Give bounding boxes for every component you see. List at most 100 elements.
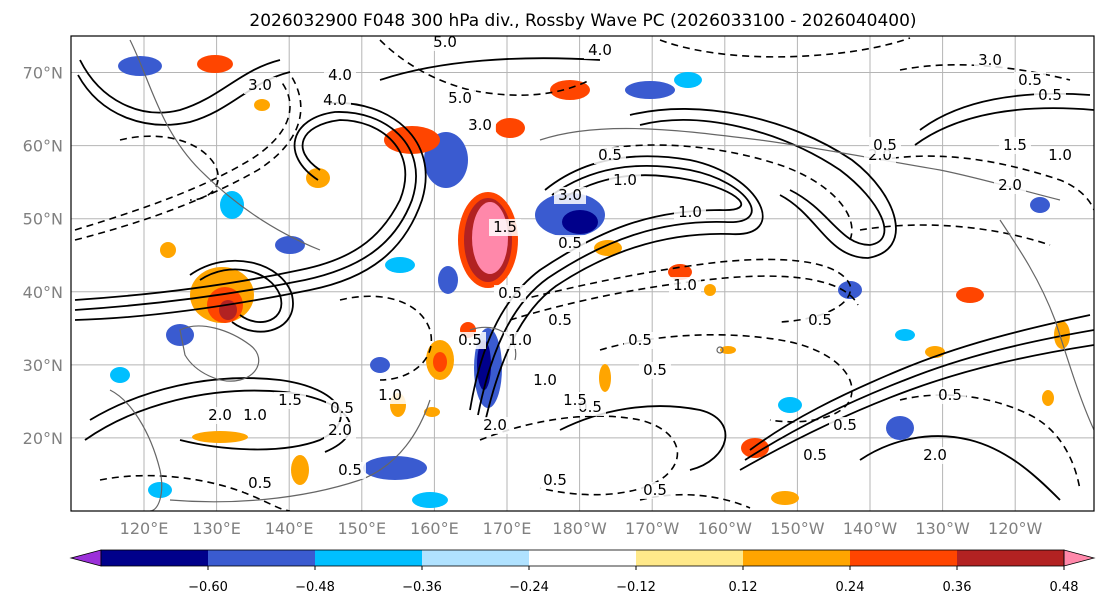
contour-label: 1.5: [278, 391, 302, 409]
contour-label: 1.0: [673, 276, 697, 294]
contour-label: 1.0: [613, 171, 637, 189]
colorbar-swatch: [850, 550, 958, 566]
contour-label: 2.0: [483, 416, 507, 434]
lon-tick-label: 120°W: [988, 519, 1043, 538]
contour-negative: [879, 155, 1094, 211]
div-patch-positive: [291, 455, 309, 485]
colorbar-frame: [100, 549, 1065, 567]
contour-negative: [339, 295, 433, 381]
contour-positive: [744, 329, 1094, 461]
div-patch-negative: [625, 81, 675, 99]
contour-label-bg: [999, 137, 1031, 154]
contour-negative: [599, 144, 853, 241]
contour-positive: [89, 377, 342, 451]
div-patch-positive-max: [472, 202, 508, 274]
contour-label: 2.0: [923, 446, 947, 464]
colorbar-tick-label: 0.24: [836, 580, 865, 595]
latitude-axis: 70°N 60°N 50°N 40°N 30°N 20°N: [23, 64, 63, 448]
div-patch-positive: [771, 491, 799, 505]
colorbar-swatch: [208, 550, 316, 566]
div-patch-positive-strong: [433, 352, 447, 372]
div-patch-negative: [838, 281, 862, 299]
contour-label-bg: [544, 312, 576, 329]
contour-label: 0.5: [543, 471, 567, 489]
div-patch-positive: [599, 364, 611, 392]
div-patch-positive: [956, 287, 984, 303]
lat-tick-label: 70°N: [23, 64, 63, 83]
colorbar-extend-high: [1063, 549, 1096, 567]
lon-tick-label: 160°E: [410, 519, 459, 538]
contour-label-bg: [1014, 72, 1046, 89]
contour-label-bg: [919, 447, 951, 464]
contour-label: 2.0: [328, 421, 352, 439]
contour-negative: [519, 258, 852, 323]
contour-positive: [485, 155, 764, 419]
contour-label: 0.5: [873, 136, 897, 154]
colorbar-tick-label: −0.60: [188, 580, 228, 595]
contour-label-bg: [204, 407, 236, 424]
contour-label: 0.5: [558, 234, 582, 252]
contour-positive: [379, 57, 601, 81]
colorbar: −0.60 −0.48 −0.36 −0.24 −0.12 0.12 0.24 0.36 0.4…: [69, 549, 1096, 595]
contour-negative: [899, 394, 1081, 491]
contour-negative: [379, 39, 591, 96]
contour-label: 4.0: [323, 91, 347, 109]
div-patch-weak-negative: [412, 492, 448, 508]
contour-label-bg: [504, 332, 536, 349]
contour-positive: [739, 344, 1094, 471]
contour-label-bg: [494, 285, 526, 302]
lon-tick-label: 160°W: [698, 519, 753, 538]
map-panel: 5.0 4.0 3.0 4.0 3.0 5.0 4.0 3.0 2.0 1.5 0.5 2.0 1.0 3…: [70, 33, 1095, 512]
coastline-japan: [179, 325, 260, 382]
div-patch-weak-negative: [148, 482, 172, 498]
contour-positive: [74, 111, 417, 311]
lon-tick-label: 150°E: [337, 519, 386, 538]
contour-label-bg: [994, 177, 1026, 194]
contour-label-bg: [639, 362, 671, 379]
contour-label: 0.5: [330, 399, 354, 417]
coastline-hawaii: [716, 346, 724, 354]
lat-tick-label: 40°N: [23, 283, 63, 302]
lon-tick-label: 140°E: [265, 519, 314, 538]
contour-label: 1.0: [378, 386, 402, 404]
div-patch-weak-negative: [895, 329, 915, 341]
coastline-asia: [109, 389, 163, 511]
contour-label: 3.0: [558, 186, 582, 204]
contour-label-bg: [324, 67, 356, 84]
colorbar-tick-label: 0.36: [943, 580, 972, 595]
colorbar-extend-low: [69, 549, 102, 567]
contour-label-bg: [429, 34, 461, 51]
div-patch-negative: [363, 456, 427, 480]
map-title: 2026032900 F048 300 hPa div., Rossby Wav…: [249, 11, 916, 31]
contour-label-bg: [554, 235, 586, 252]
contour-label: 0.5: [643, 361, 667, 379]
contour-label: 1.0: [243, 406, 267, 424]
contour-label: 0.5: [598, 146, 622, 164]
div-patch-negative: [166, 324, 194, 346]
contour-label-bg: [326, 400, 358, 417]
div-patch-positive: [550, 80, 590, 100]
contour-label-bg: [974, 52, 1006, 69]
contour-label-bg: [539, 472, 571, 489]
contour-label: 5.0: [448, 89, 472, 107]
div-patch-weak-negative: [674, 72, 702, 88]
contour-positive: [477, 165, 753, 416]
coastline-west-america: [999, 219, 1094, 431]
contour-label-bg: [669, 277, 701, 294]
div-patch-positive: [594, 240, 622, 256]
colorbar-swatch: [315, 550, 423, 566]
contour-labels: 5.0 4.0 3.0 4.0 3.0 5.0 4.0 3.0 2.0 1.5 0.5 2.0 1.0 3…: [204, 33, 1076, 499]
contour-positive: [79, 59, 281, 114]
colorbar-tick-label: −0.48: [295, 580, 335, 595]
contour-label: 1.0: [678, 203, 702, 221]
lon-tick-label: 130°W: [915, 519, 970, 538]
div-patch-positive: [254, 99, 270, 111]
contour-positive: [859, 435, 1061, 501]
contour-positive: [74, 119, 407, 301]
longitude-axis: 120°E 130°E 140°E 150°E 160°E 170°E 180°W 170°W…: [120, 519, 1043, 538]
div-patch-weak-negative: [110, 367, 130, 383]
contour-label: 3.0: [978, 51, 1002, 69]
contour-label-bg: [624, 332, 656, 349]
div-patch-positive: [1042, 390, 1054, 406]
contour-label-bg: [274, 392, 306, 409]
